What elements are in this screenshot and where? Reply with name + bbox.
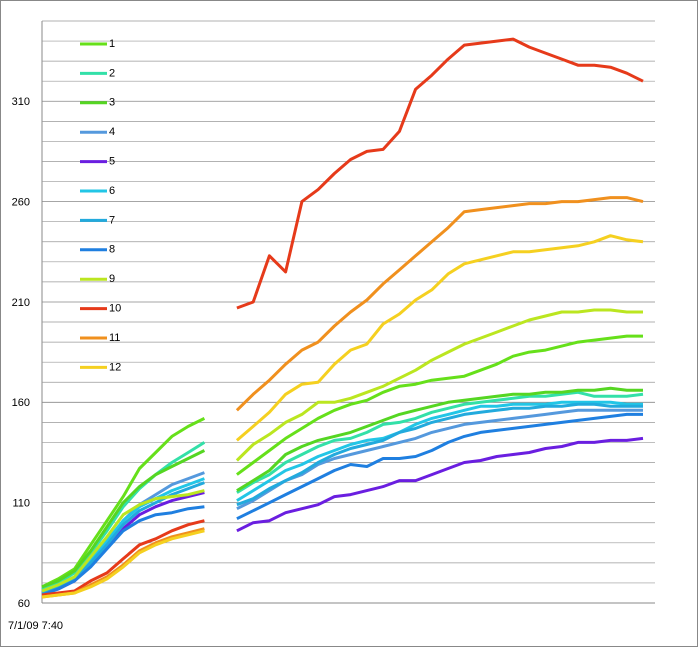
legend-label: 9 [109,273,115,285]
legend-label: 4 [109,126,115,138]
series-line [41,412,643,597]
y-tick-label: 310 [12,96,30,108]
legend-label: 7 [109,214,115,226]
x-tick-label: 7/1/09 7:40 [8,620,63,632]
legend-label: 12 [109,361,121,373]
series-line [41,402,643,595]
series-line [41,234,644,599]
series-line [41,37,644,597]
legend-label: 1 [109,38,115,50]
legend-label: 11 [109,332,120,344]
series-line [41,334,643,589]
legend-label: 5 [109,156,115,168]
legend-label: 10 [109,303,121,315]
legend-label: 6 [109,185,115,197]
y-tick-label: 60 [18,598,30,610]
legend-label: 2 [109,67,115,79]
y-tick-label: 260 [12,197,30,209]
legend-label: 8 [109,244,115,256]
series-line [41,308,643,593]
y-tick-label: 210 [12,297,30,309]
series-line [41,386,643,589]
y-tick-label: 110 [12,498,30,510]
y-tick-label: 160 [12,397,30,409]
series-line [41,390,644,591]
legend-label: 3 [109,97,115,109]
plot [41,37,644,599]
